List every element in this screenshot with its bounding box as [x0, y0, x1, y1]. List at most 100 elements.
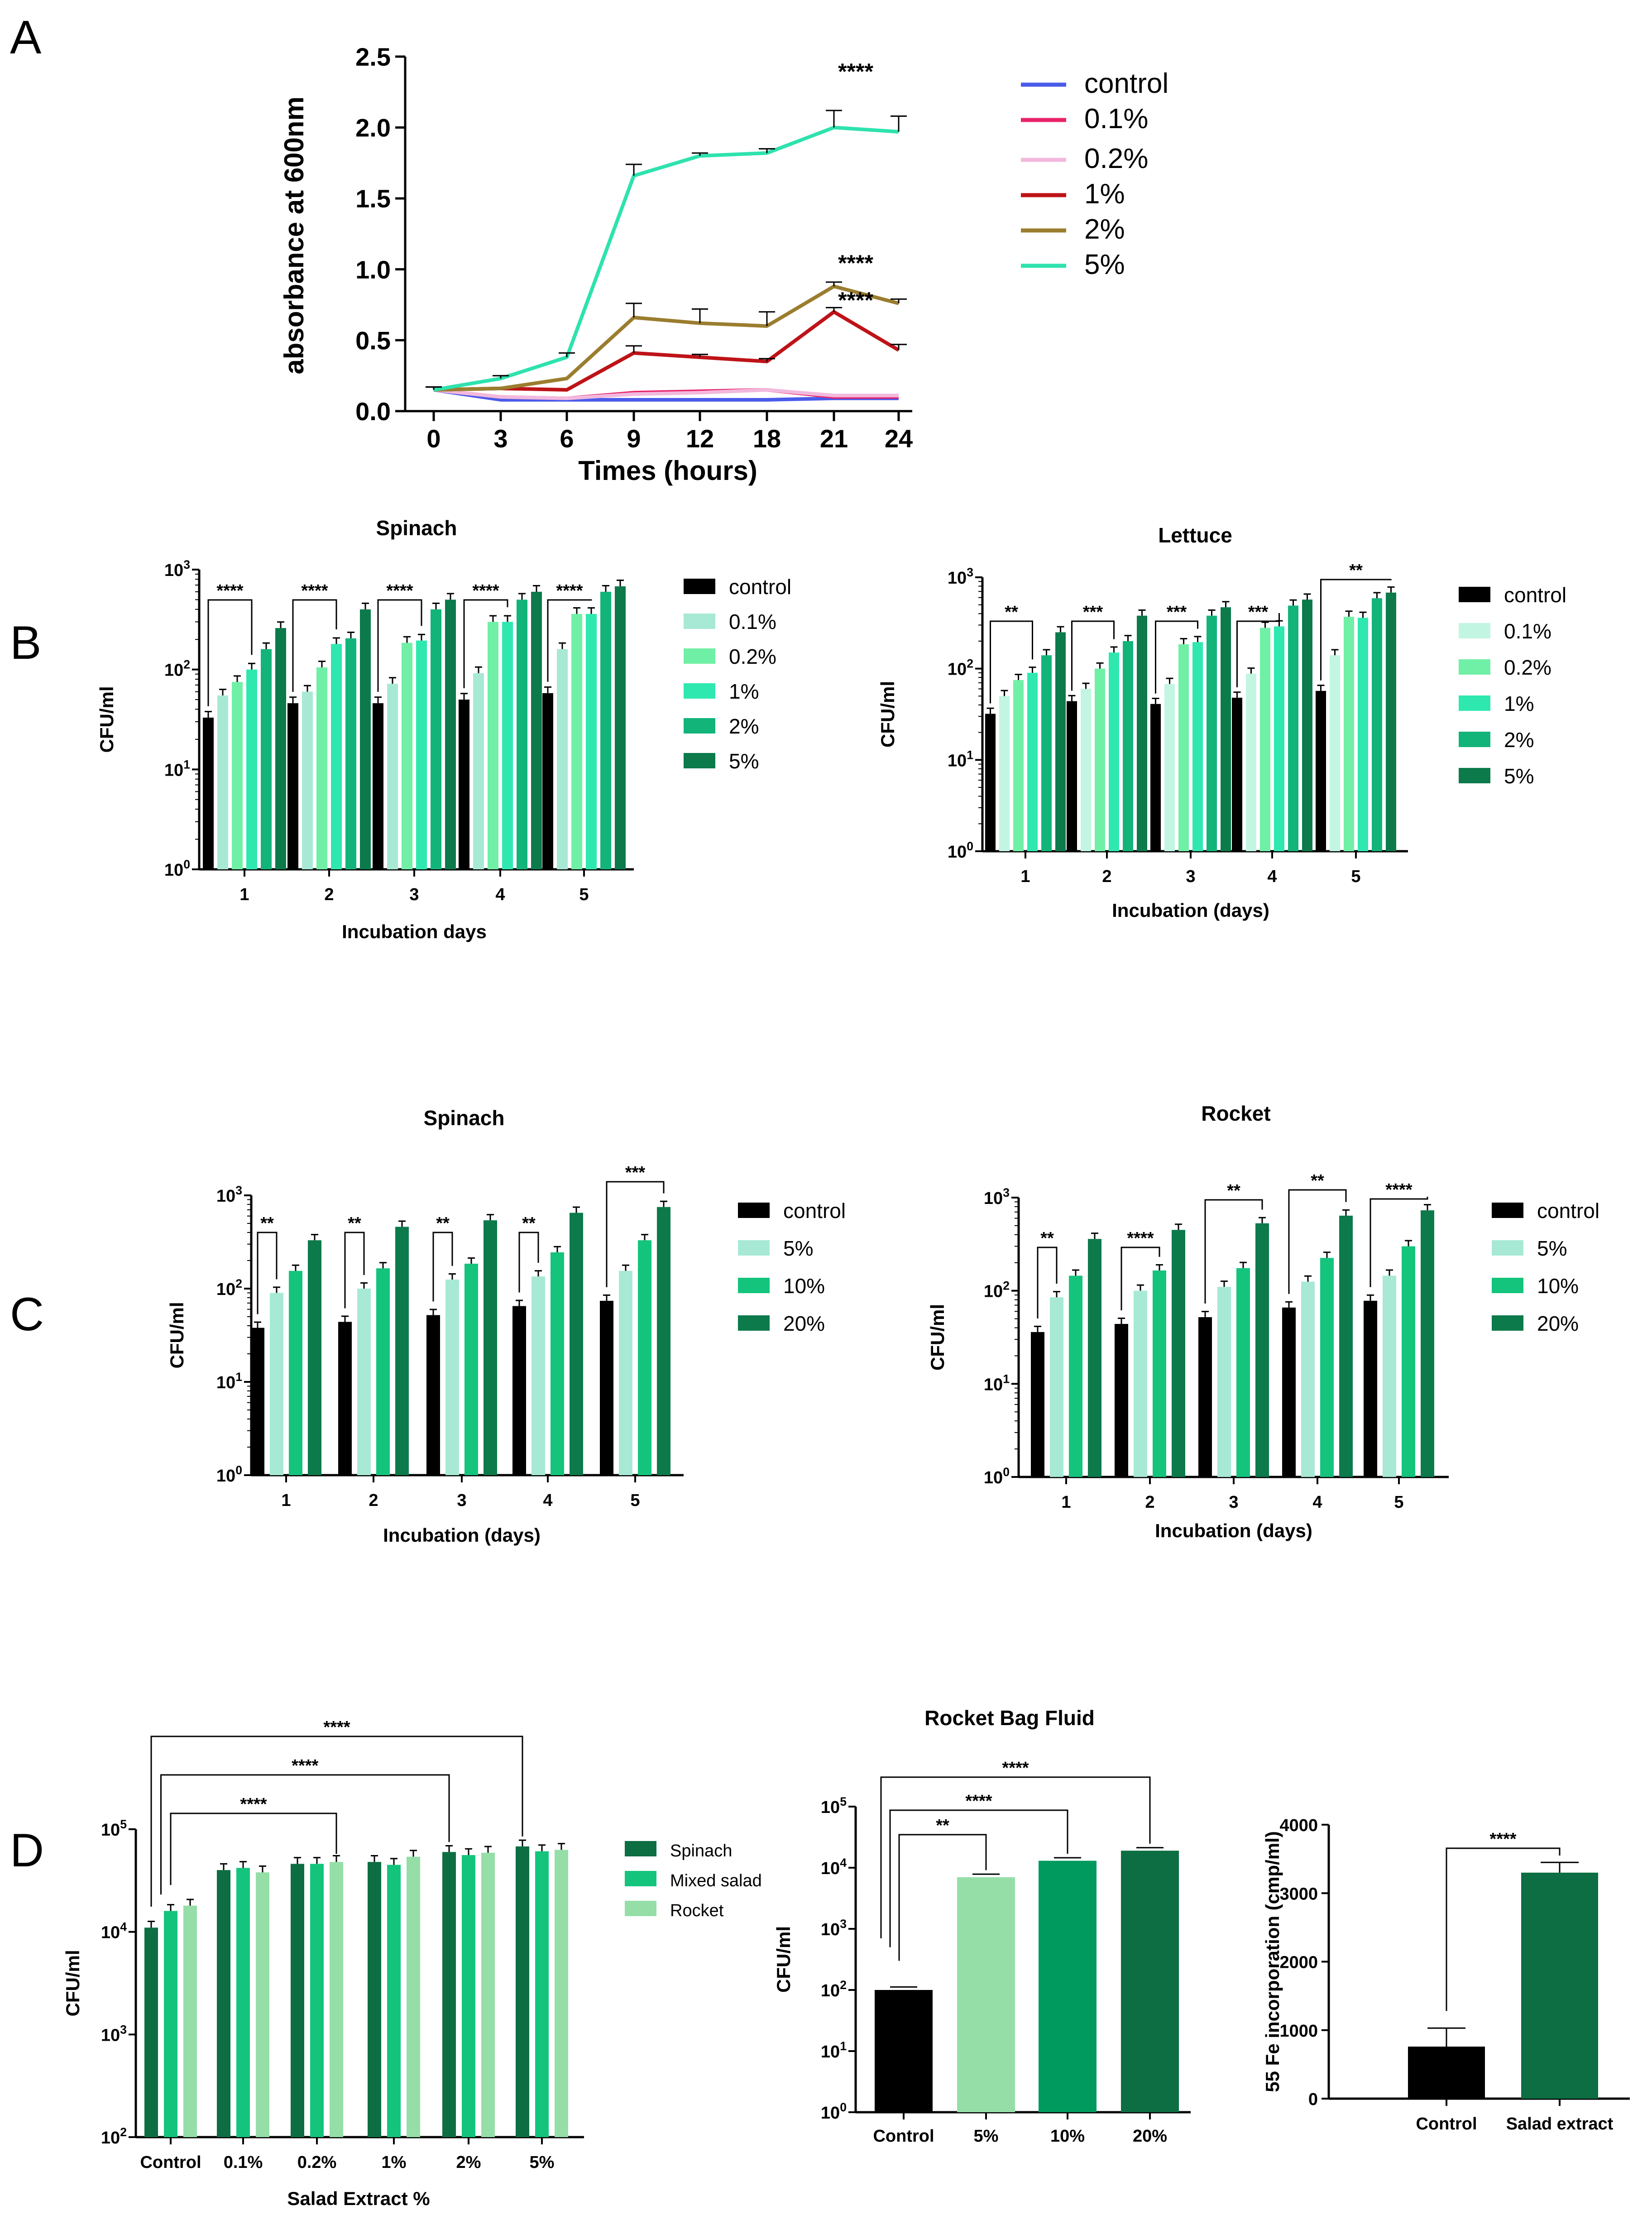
chart-b-right-bar — [1246, 673, 1256, 851]
chart-d-left-bar — [387, 1865, 401, 2137]
chart-a: 0.0 0.5 1.0 1.5 2.0 2.5 0 3 6 9 12 18 21 24 Times (hou… — [279, 43, 1168, 486]
chart-b-right-legend-label: 1% — [1504, 692, 1534, 715]
chart-b-right-xtick-label: 1 — [1020, 867, 1030, 886]
chart-d-middle-ylabel: CFU/ml — [773, 1926, 794, 1993]
chart-d-left-bracket-label: **** — [240, 1795, 267, 1814]
chart-b-right-bracket-line — [1236, 613, 1280, 687]
chart-b-right-legend-label: control — [1504, 583, 1566, 607]
chart-d-right-ytick-label: 0 — [1308, 2090, 1318, 2109]
chart-b-right-legend-label: 0.2% — [1504, 656, 1551, 679]
chart-c-left-bracket-line — [432, 1232, 453, 1302]
chart-c-right-bracket-line — [1369, 1197, 1428, 1287]
chart-b-left-ytick-label: 101 — [164, 758, 190, 780]
chart-b-left-bar — [571, 614, 582, 869]
chart-c-right-bracket-label: **** — [1127, 1229, 1154, 1248]
chart-c-right-ytick-label: 102 — [984, 1279, 1010, 1301]
chart-b-right-bracket-line — [1320, 579, 1392, 681]
chart-c-right-bracket-line — [1288, 1189, 1347, 1294]
chart-d-left-bar — [368, 1862, 381, 2137]
chart-b-left-ytick-label: 100 — [164, 858, 190, 880]
chart-d-right-ytick-label: 2000 — [1279, 1953, 1318, 1972]
chart-b-right-bar — [1316, 690, 1326, 851]
chart-c-right-bar — [1115, 1323, 1128, 1477]
chart-b-right-bar — [1372, 598, 1382, 851]
chart-d-middle-ytick-label: 104 — [821, 1856, 847, 1878]
chart-d-right-ytick-label: 3000 — [1279, 1884, 1318, 1903]
chart-b-left-bar — [557, 649, 568, 869]
chart-d-right-bar — [1408, 2047, 1485, 2099]
chart-a-xtick-label: 24 — [885, 424, 913, 453]
chart-b-right-bar — [1221, 607, 1231, 851]
chart-b-left-bar — [445, 599, 456, 869]
chart-b-left-legend-swatch — [684, 648, 715, 664]
chart-c-left-bar — [464, 1263, 478, 1475]
chart-b-right-bracket-label: ** — [1005, 603, 1018, 622]
panel-label-b: B — [10, 617, 41, 669]
chart-d-left-bar — [217, 1870, 230, 2137]
chart-c-right-bar — [1320, 1258, 1334, 1477]
chart-b-left-bar — [542, 693, 553, 869]
chart-c-right-bar — [1031, 1332, 1044, 1477]
chart-d-left-ytick-label: 105 — [101, 1817, 127, 1840]
chart-c-left-xtick-label: 2 — [369, 1491, 378, 1510]
chart-d-middle-bar — [1121, 1851, 1179, 2112]
chart-c-left-bar — [619, 1271, 632, 1475]
chart-d-right-ytick-label: 4000 — [1279, 1816, 1318, 1835]
chart-c-left-bar — [445, 1280, 459, 1475]
chart-c-right-bracket-line — [1037, 1247, 1058, 1318]
chart-b-right-xlabel: Incubation (days) — [1112, 900, 1269, 921]
chart-b-left-bar — [275, 628, 286, 869]
chart-c-left-bracket-line — [257, 1232, 278, 1314]
chart-d-left-legend-label: Spinach — [670, 1841, 732, 1860]
chart-c-right-bracket-label: ** — [1040, 1229, 1054, 1248]
chart-b-right-ytick-label: 101 — [948, 748, 973, 770]
chart-b-left-legend-label: 1% — [729, 680, 759, 703]
chart-b-left: Spinach 100 101 102 103 1 2 3 4 5 Incubation days C… — [96, 516, 791, 942]
chart-b-right-bar — [1150, 704, 1161, 851]
chart-b-right-bracket-label: ** — [1349, 561, 1363, 580]
chart-c-left-bar — [570, 1213, 583, 1475]
chart-d-left-bracket-line — [150, 1736, 523, 1907]
chart-a-series-line — [433, 125, 899, 392]
chart-d-left-ytick-label: 104 — [101, 1920, 127, 1942]
chart-b-right-ytick-label: 102 — [948, 657, 973, 679]
chart-c-right-title: Rocket — [1201, 1102, 1270, 1125]
chart-b-left-bar — [517, 599, 527, 869]
chart-b-left-bracket-label: **** — [556, 581, 583, 600]
chart-b-right-bracket-label: *** — [1083, 603, 1103, 622]
chart-c-right-xtick-label: 4 — [1312, 1493, 1322, 1512]
chart-b-right-bar — [1192, 642, 1203, 851]
chart-b-left-bar — [488, 622, 498, 869]
chart-a-series-line — [433, 284, 900, 392]
chart-a-legend-label: 2% — [1084, 214, 1125, 245]
chart-d-middle-bracket-label: **** — [965, 1792, 992, 1811]
chart-b-right-bar — [1041, 655, 1052, 851]
chart-d-right-xtick-label: Salad extract — [1506, 2114, 1614, 2133]
chart-a-ylabel: absorbance at 600nm — [279, 96, 309, 374]
chart-c-left-bar — [551, 1252, 564, 1475]
chart-b-right-ytick-label: 103 — [948, 566, 973, 588]
chart-b-right-bar — [1027, 672, 1038, 851]
chart-a-legend-label: 1% — [1084, 178, 1125, 210]
chart-b-left-xtick-label: 5 — [579, 885, 589, 904]
chart-b-left-bar — [316, 667, 327, 869]
chart-c-left-bar — [270, 1293, 283, 1475]
chart-d-middle-ytick-label: 103 — [821, 1917, 847, 1939]
chart-c-right-legend-swatch — [1492, 1315, 1523, 1331]
chart-c-left-xtick-label: 3 — [457, 1491, 466, 1510]
chart-d-left-bar — [535, 1851, 549, 2137]
chart-b-left-bar — [331, 644, 342, 869]
chart-a-series-line — [433, 388, 899, 400]
chart-c-left-bracket-label: *** — [625, 1163, 646, 1182]
chart-d-middle-xtick-label: Control — [873, 2127, 934, 2146]
chart-c-right-bar — [1282, 1307, 1296, 1477]
chart-c-right-ytick-label: 103 — [984, 1186, 1010, 1208]
chart-c-left-bar — [376, 1268, 390, 1475]
chart-b-right-title: Lettuce — [1158, 523, 1232, 547]
chart-d-middle-bar — [875, 1990, 933, 2112]
chart-d-left-bar — [330, 1862, 343, 2137]
chart-b-left-bar — [586, 614, 597, 869]
chart-c-left-bracket-line — [606, 1181, 665, 1287]
chart-d-left-bar — [291, 1864, 304, 2137]
